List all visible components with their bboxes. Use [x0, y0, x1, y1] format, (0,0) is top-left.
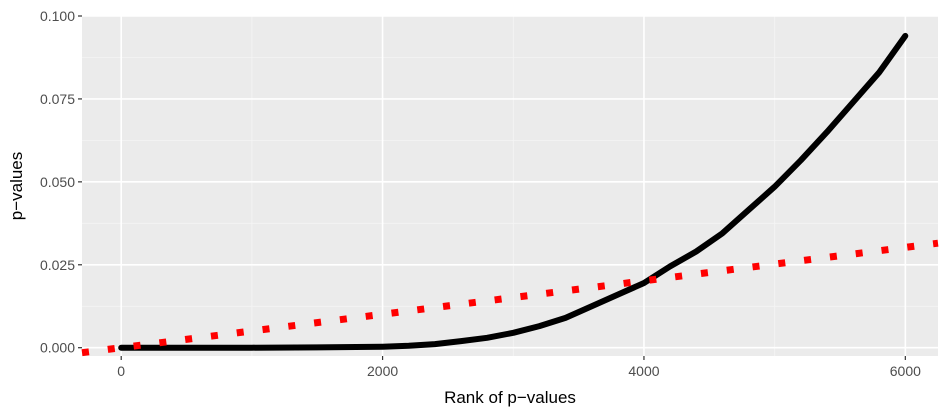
x-axis-title: Rank of p−values	[444, 388, 576, 407]
pvalue-curve	[118, 32, 909, 351]
grid-minor	[82, 16, 938, 356]
y-tick-label: 0.000	[40, 340, 75, 356]
y-tick-label: 0.100	[40, 8, 75, 24]
y-tick-label: 0.075	[40, 91, 75, 107]
x-tick-label: 2000	[367, 363, 398, 379]
ticks-layer: 0 2000 4000 6000 0.000 0.025 0.050 0.075 0.100	[40, 8, 921, 379]
y-tick-label: 0.050	[40, 174, 75, 190]
x-tick-label: 4000	[628, 363, 659, 379]
x-tick-label: 0	[117, 363, 125, 379]
y-tick-label: 0.025	[40, 257, 75, 273]
series-layer	[81, 32, 939, 357]
y-axis-title: p−values	[7, 152, 26, 221]
plot-panel	[82, 16, 938, 356]
x-tick-label: 6000	[890, 363, 921, 379]
